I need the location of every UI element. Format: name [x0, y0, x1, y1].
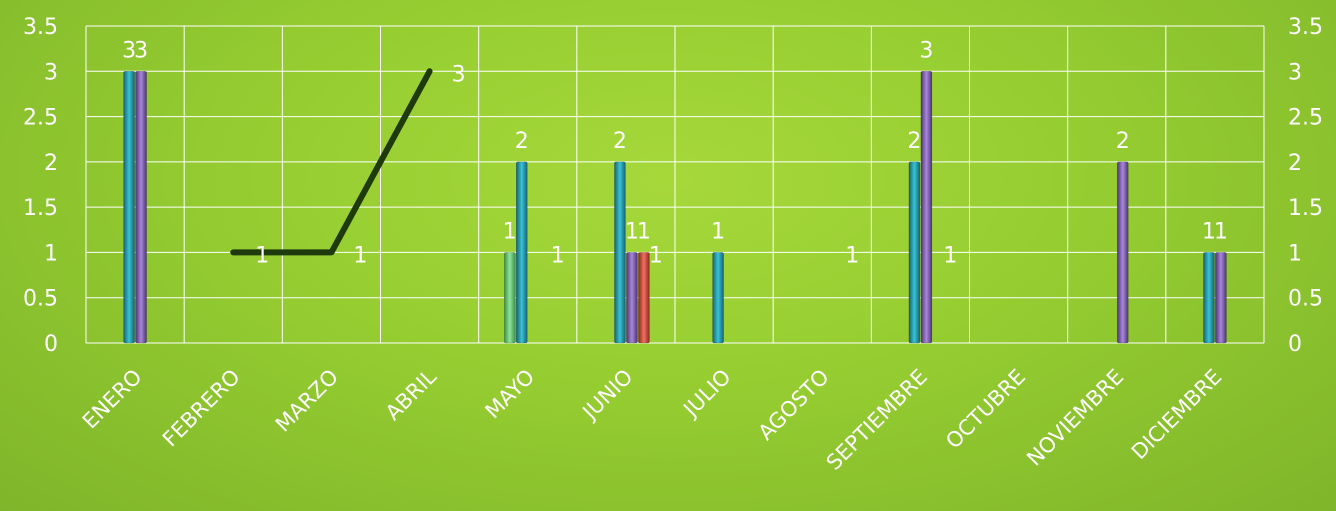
bar-data-label: 2 [613, 129, 627, 154]
y-axis-left: 0 0.5 1 1.5 2 2.5 3 3.5 [23, 15, 58, 357]
x-category-label: ENERO [78, 365, 147, 434]
line-series [230, 68, 433, 256]
bar [1203, 252, 1215, 344]
x-category-label: MARZO [271, 365, 343, 437]
bar [712, 252, 724, 344]
bar-data-label: 1 [1202, 219, 1216, 244]
bars [123, 71, 1227, 344]
y2-tick-label: 0 [1288, 332, 1302, 357]
x-category-label: OCTUBRE [941, 365, 1030, 454]
bar [920, 71, 933, 344]
x-category-label: SEPTIEMBRE [822, 365, 932, 475]
bar-data-label: 2 [515, 129, 529, 154]
x-axis-categories: ENERO FEBRERO MARZO ABRIL MAYO JUNIO JULIO AGOS… [78, 364, 1227, 474]
y2-tick-label: 1 [1288, 241, 1302, 266]
x-category-label: MAYO [481, 365, 540, 424]
x-category-label: NOVIEMBRE [1022, 365, 1128, 471]
bar-data-label: 2 [1116, 129, 1130, 154]
bar-data-label: 3 [919, 38, 933, 63]
bar-data-label: 3 [134, 38, 148, 63]
x-category-label: JULIO [678, 365, 736, 423]
bar [504, 252, 516, 344]
y-tick-label: 0 [44, 332, 58, 357]
y-tick-label: 0.5 [23, 287, 58, 312]
bar [626, 252, 638, 344]
line-data-label: 3 [452, 62, 466, 87]
data-label: 1 [551, 243, 565, 268]
y-axis-right: 0 0.5 1 1.5 2 2.5 3 3.5 [1288, 15, 1323, 357]
y2-tick-label: 0.5 [1288, 287, 1323, 312]
line-data-label: 1 [353, 243, 367, 268]
bar-data-label: 1 [711, 219, 725, 244]
x-category-label: FEBRERO [158, 365, 245, 452]
y-tick-label: 1 [44, 241, 58, 266]
y2-tick-label: 3.5 [1288, 15, 1323, 40]
y2-tick-label: 3 [1288, 60, 1302, 85]
y-tick-label: 2.5 [23, 106, 58, 131]
y2-tick-label: 1.5 [1288, 196, 1323, 221]
data-label: 1 [649, 243, 663, 268]
bar-data-label: 1 [637, 219, 651, 244]
x-category-label: ABRIL [381, 364, 441, 424]
line-data-label: 1 [255, 243, 269, 268]
x-category-label: AGOSTO [754, 365, 834, 445]
y2-tick-label: 2.5 [1288, 106, 1323, 131]
bar [908, 161, 921, 344]
x-category-label: JUNIO [577, 365, 638, 426]
bar-data-label: 3 [122, 38, 136, 63]
bar [135, 71, 147, 344]
x-category-label: DICIEMBRE [1127, 365, 1227, 465]
bar-data-label: 1 [503, 219, 517, 244]
y-tick-label: 3 [44, 60, 58, 85]
line-path [230, 68, 433, 256]
y-tick-label: 2 [44, 151, 58, 176]
bar [1117, 161, 1129, 344]
bar-data-label: 1 [1214, 219, 1228, 244]
bar-data-label: 2 [907, 129, 921, 154]
bar [614, 161, 626, 344]
bar [1215, 252, 1227, 344]
bar [638, 252, 650, 344]
y-tick-label: 1.5 [23, 196, 58, 221]
y-tick-label: 3.5 [23, 15, 58, 40]
y2-tick-label: 2 [1288, 151, 1302, 176]
gridlines [85, 25, 1265, 344]
data-label: 1 [845, 243, 859, 268]
bar [123, 71, 135, 344]
data-label: 1 [943, 243, 957, 268]
bar [516, 161, 528, 344]
bar-data-label: 1 [625, 219, 639, 244]
